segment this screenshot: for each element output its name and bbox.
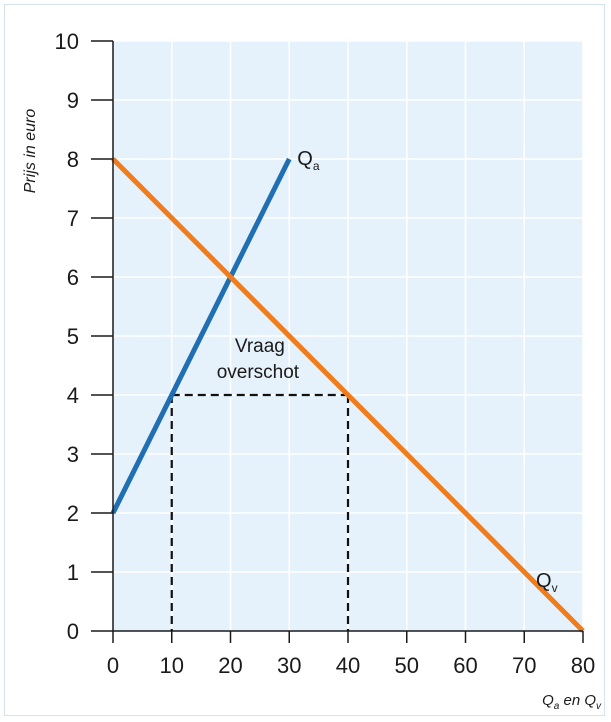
y-tick-label: 3	[67, 442, 79, 467]
y-tick-label: 5	[67, 324, 79, 349]
x-axis-label: Qa en Qv	[542, 692, 602, 712]
annotation-line: overschot	[217, 362, 300, 383]
x-tick-label: 80	[571, 653, 595, 678]
chart-svg: 0 1 2 3 4 5 6 7 8 9 10 0 10 20 30 40 50 60 70 80 Prijs in e…	[22, 29, 602, 712]
x-tick-label: 10	[160, 653, 184, 678]
annotation-line: Vraag	[235, 336, 285, 357]
y-tick-label: 0	[67, 619, 79, 644]
x-tick-label: 30	[277, 653, 301, 678]
x-tick-label: 20	[218, 653, 242, 678]
y-tick-label: 7	[67, 206, 79, 231]
series-line-qv	[111, 157, 585, 633]
x-tick-label: 70	[512, 653, 536, 678]
series-line-qa	[110, 157, 292, 515]
chart-frame: 0 1 2 3 4 5 6 7 8 9 10 0 10 20 30 40 50 60 70 80 Prijs in e…	[4, 4, 605, 716]
series-label-qv: Qv	[536, 570, 558, 595]
y-axis-label: Prijs in euro	[22, 109, 39, 194]
y-tick-label: 2	[67, 501, 79, 526]
series-label-qa: Qa	[297, 148, 320, 173]
y-tick-label: 10	[55, 29, 79, 54]
y-tick-label: 8	[67, 147, 79, 172]
x-tick-label: 40	[336, 653, 360, 678]
y-tick-label: 9	[67, 88, 79, 113]
x-tick-label: 50	[395, 653, 419, 678]
y-tick-label: 6	[67, 265, 79, 290]
y-tick-label: 4	[67, 383, 79, 408]
y-tick-label: 1	[67, 560, 79, 585]
x-tick-label: 60	[453, 653, 477, 678]
x-tick-label: 0	[107, 653, 119, 678]
